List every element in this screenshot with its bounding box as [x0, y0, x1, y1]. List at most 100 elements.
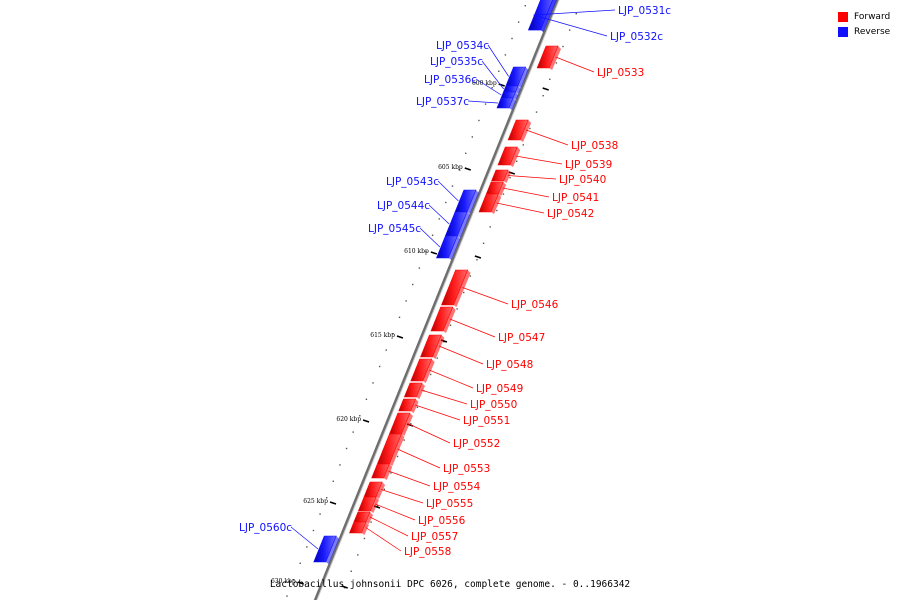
gene-feature-LJP_0539[interactable]	[497, 146, 521, 167]
label-leader-line	[487, 44, 509, 77]
label-leader-line	[375, 503, 416, 521]
gene-label[interactable]: LJP_0533	[597, 67, 644, 79]
gene-side-shade	[448, 236, 461, 260]
gene-body[interactable]	[500, 91, 516, 99]
scale-tick-mark	[297, 581, 304, 585]
gene-label[interactable]: LJP_0535c	[430, 56, 483, 68]
gene-label[interactable]: LJP_0560c	[239, 522, 292, 534]
gene-side-shade	[453, 270, 471, 307]
gene-side-shade	[361, 522, 369, 535]
label-leader-line	[462, 287, 509, 305]
scale-tick-label: 605 kbp	[438, 164, 463, 171]
gene-side-shade	[549, 46, 562, 70]
gene-feature-LJP_0537c[interactable]	[496, 97, 517, 110]
gene-label[interactable]: LJP_0558	[404, 546, 451, 558]
label-leader-line	[467, 100, 499, 104]
gene-body[interactable]	[503, 85, 519, 93]
gene-label[interactable]: LJP_0552	[453, 438, 500, 450]
label-leader-line	[369, 516, 409, 537]
gene-label[interactable]: LJP_0543c	[386, 176, 439, 188]
gene-side-shade	[520, 120, 532, 142]
label-leader-line	[475, 78, 502, 96]
gene-label[interactable]: LJP_0540	[559, 174, 606, 186]
gene-label[interactable]: LJP_0548	[486, 359, 533, 371]
gene-label[interactable]: LJP_0538	[571, 140, 618, 152]
gene-side-shade	[370, 497, 379, 513]
label-leader-line	[415, 404, 461, 421]
gene-label[interactable]: LJP_0550	[470, 399, 517, 411]
legend-forward: Forward	[838, 9, 890, 24]
label-leader-line	[496, 202, 545, 214]
gene-label[interactable]: LJP_0545c	[368, 223, 421, 235]
gene-label[interactable]: LJP_0532c	[610, 31, 663, 43]
label-leader-line	[533, 9, 616, 16]
scale-tick-label: 600 kbp	[472, 80, 497, 87]
gene-side-shade	[401, 413, 413, 436]
legend-forward-label: Forward	[854, 11, 891, 22]
gene-feature-LJP_0550[interactable]	[403, 382, 426, 399]
strand-legend: Forward Reverse	[838, 9, 890, 39]
label-leader-line	[525, 129, 569, 146]
gene-label[interactable]: LJP_0544c	[377, 200, 430, 212]
scale-tick-mark	[329, 501, 337, 505]
gene-feature-LJP_0557[interactable]	[353, 511, 373, 524]
legend-reverse: Reverse	[838, 24, 890, 39]
gene-label[interactable]: LJP_0554	[433, 481, 481, 493]
gene-side-shade	[365, 512, 373, 524]
gene-feature-LJP_0540[interactable]	[491, 169, 511, 183]
gene-label[interactable]: LJP_0551	[463, 415, 510, 427]
scale-ticks: 600 kbp 605 kbp 610 kbp 615 kbp 620 kbp 625 k…	[271, 80, 549, 589]
gene-side-shade	[508, 98, 517, 110]
gene-feature-LJP_0549[interactable]	[410, 358, 435, 383]
gene-side-shade	[509, 147, 521, 167]
scale-tick-mark	[464, 167, 472, 171]
label-leader-line	[290, 526, 319, 550]
gene-features	[313, 0, 562, 564]
gene-feature-LJP_0560c[interactable]	[313, 535, 340, 564]
gene-feature-LJP_0533[interactable]	[536, 45, 562, 70]
gene-label[interactable]: LJP_0536c	[424, 74, 477, 86]
gene-label[interactable]: LJP_0539	[565, 159, 612, 171]
gene-label[interactable]: LJP_0542	[547, 208, 594, 220]
gene-label[interactable]: LJP_0553	[443, 463, 490, 475]
gene-feature-LJP_0546[interactable]	[441, 269, 471, 307]
scale-tick-label: 625 kbp	[303, 498, 328, 505]
gene-feature-LJP_0554[interactable]	[371, 463, 393, 480]
gene-label[interactable]: LJP_0556	[418, 515, 466, 527]
label-leader-line	[481, 60, 504, 90]
scale-tick-label: 610 kbp	[404, 248, 429, 255]
gene-side-shade	[467, 190, 479, 214]
gene-label[interactable]: LJP_0555	[426, 498, 473, 510]
gene-feature-LJP_0558[interactable]	[349, 521, 369, 535]
label-leader-line	[502, 187, 550, 198]
gene-feature-LJP_0551[interactable]	[398, 398, 419, 413]
gene-labels: LJP_0531c LJP_0532c LJP_0533 LJP_0534c LJP_0…	[239, 5, 671, 558]
scale-tick-mark	[396, 335, 404, 339]
gene-feature-LJP_0542[interactable]	[478, 193, 502, 214]
label-leader-line	[397, 448, 441, 469]
gene-label[interactable]: LJP_0537c	[416, 96, 469, 108]
gene-side-shade	[375, 482, 386, 499]
label-leader-line	[388, 470, 431, 487]
scale-tick-mark	[430, 251, 438, 255]
gene-label[interactable]: LJP_0557	[411, 531, 458, 543]
gene-label[interactable]: LJP_0531c	[618, 5, 671, 17]
gene-label[interactable]: LJP_0541	[552, 192, 599, 204]
gene-side-shade	[383, 464, 393, 480]
gene-feature-LJP_0547[interactable]	[430, 306, 456, 333]
gene-feature-LJP_0548[interactable]	[420, 334, 445, 359]
gene-label[interactable]: LJP_0546	[511, 299, 559, 311]
gene-feature-LJP_0556[interactable]	[357, 496, 379, 513]
gene-label[interactable]: LJP_0547	[498, 332, 545, 344]
gene-label[interactable]: LJP_0534c	[436, 40, 489, 52]
gene-feature-LJP_0545c[interactable]	[436, 235, 461, 260]
gene-feature-LJP_0555[interactable]	[363, 481, 386, 499]
gene-feature-LJP_0538[interactable]	[507, 119, 532, 142]
gene-feature-LJP_0532c[interactable]	[528, 0, 558, 32]
legend-reverse-label: Reverse	[854, 26, 891, 37]
gene-label[interactable]: LJP_0549	[476, 383, 523, 395]
gene-side-shade	[422, 359, 435, 383]
scale-tick-label: 630 kbp	[271, 578, 296, 585]
scale-tick-mark	[362, 419, 370, 423]
